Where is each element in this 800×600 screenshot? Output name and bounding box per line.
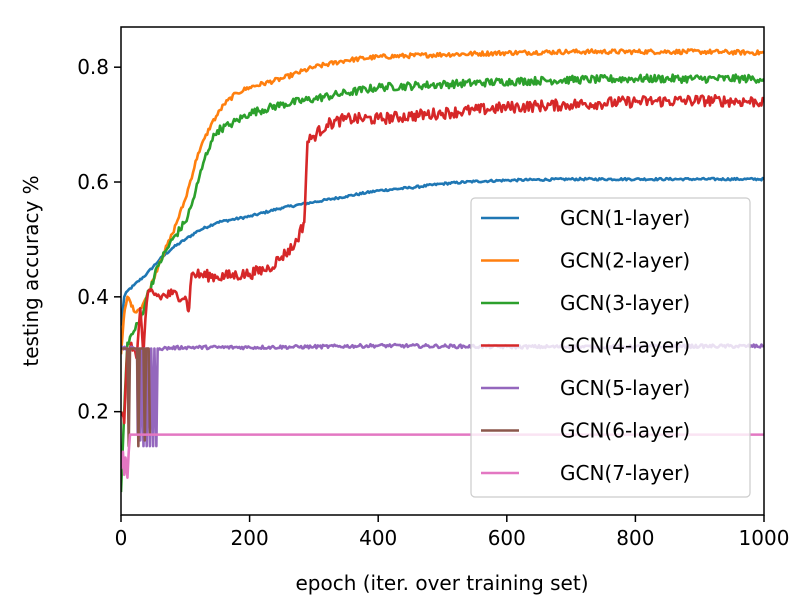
x-tick-label: 1000: [739, 526, 790, 550]
legend-label: GCN(2-layer): [560, 249, 690, 273]
series-line-1: [121, 176, 764, 326]
x-tick-label: 0: [115, 526, 128, 550]
y-tick-label: 0.6: [77, 170, 109, 194]
x-tick-label: 600: [488, 526, 526, 550]
legend-label: GCN(7-layer): [560, 461, 690, 485]
y-axis-label: testing accuracy %: [19, 175, 43, 366]
legend-label: GCN(3-layer): [560, 291, 690, 315]
legend-label: GCN(6-layer): [560, 419, 690, 443]
series-line-3: [121, 73, 764, 493]
legend-box: [470, 197, 751, 498]
legend: GCN(1-layer) GCN(2-layer) GCN(3-layer) GCN(…: [470, 197, 751, 498]
y-tick-label: 0.2: [77, 400, 109, 424]
legend-label: GCN(5-layer): [560, 376, 690, 400]
plot-frame: [120, 26, 765, 516]
y-axis-ticks: 0.2 0.4 0.6 0.8: [77, 55, 121, 424]
series-line-2: [121, 48, 764, 355]
x-tick-label: 200: [231, 526, 269, 550]
x-tick-label: 400: [359, 526, 397, 550]
legend-label: GCN(4-layer): [560, 334, 690, 358]
y-tick-label: 0.4: [77, 285, 109, 309]
series-line-4: [121, 94, 764, 425]
x-axis-label: epoch (iter. over training set): [295, 571, 588, 595]
y-tick-label: 0.8: [77, 55, 109, 79]
legend-label: GCN(1-layer): [560, 206, 690, 230]
x-tick-label: 800: [616, 526, 654, 550]
x-axis-ticks: 0 200 400 600 800 1000: [115, 515, 790, 550]
